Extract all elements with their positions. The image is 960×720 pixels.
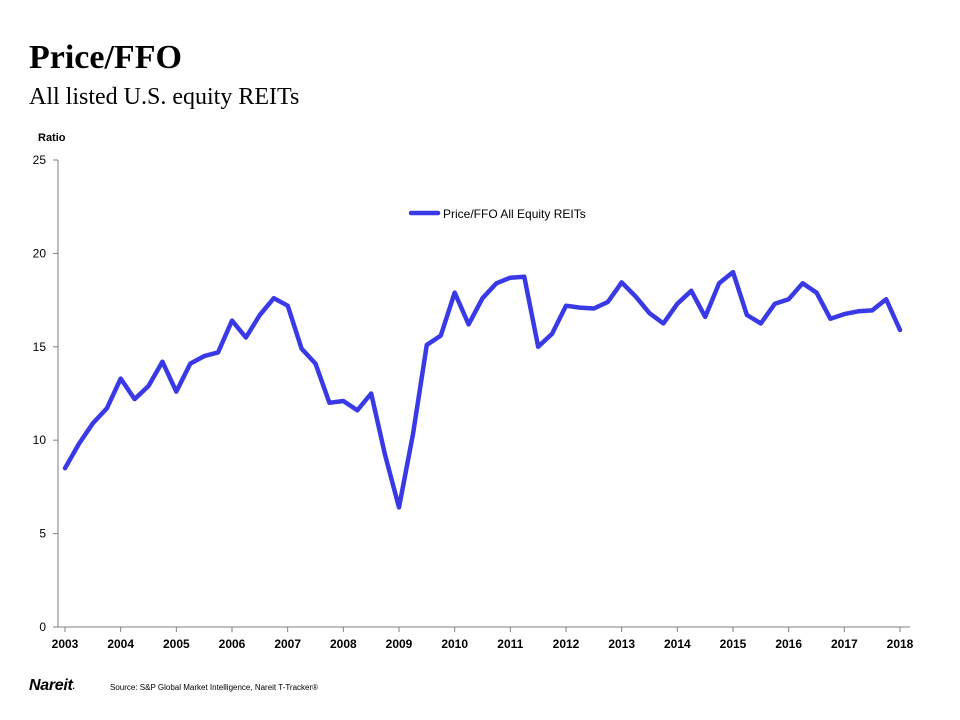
- y-axis-label: Ratio: [38, 132, 66, 144]
- x-tick-label: 2011: [497, 637, 523, 651]
- x-tick-label: 2008: [330, 637, 357, 651]
- x-tick-label: 2012: [553, 637, 580, 651]
- series-layer: [62, 269, 903, 510]
- x-tick-label: 2004: [107, 637, 134, 651]
- x-tick-label: 2018: [887, 637, 914, 651]
- legend: Price/FFO All Equity REITs: [408, 207, 586, 221]
- legend-label: Price/FFO All Equity REITs: [443, 207, 586, 221]
- x-tick-label: 2015: [720, 637, 747, 651]
- chart-axes: [57, 160, 910, 628]
- x-tick-label: 2013: [608, 637, 635, 651]
- x-axis-ticks: 2003 2004 2005 2006 2007 2008 2009 2010 2011 2012…: [52, 627, 914, 651]
- x-tick-label: 2017: [831, 637, 858, 651]
- x-tick-label: 2003: [52, 637, 79, 651]
- x-tick-label: 2014: [664, 637, 691, 651]
- logo-mark: .: [72, 681, 76, 691]
- x-tick-label: 2016: [775, 637, 802, 651]
- x-tick-label: 2010: [441, 637, 468, 651]
- y-tick-label: 20: [33, 246, 47, 260]
- nareit-logo: Nareit.: [29, 676, 75, 696]
- series-line-price-ffo: [62, 269, 903, 510]
- source-note: Source: S&P Global Market Intelligence, …: [110, 683, 319, 692]
- y-tick-label: 10: [33, 433, 47, 447]
- x-tick-label: 2009: [386, 637, 413, 651]
- x-tick-label: 2006: [219, 637, 246, 651]
- x-tick-label: 2007: [274, 637, 301, 651]
- y-tick-label: 0: [39, 620, 46, 634]
- y-tick-label: 5: [39, 527, 46, 541]
- y-tick-label: 25: [33, 153, 47, 167]
- y-axis-ticks: 0 5 10 15 20 25: [33, 153, 58, 634]
- chart-title: Price/FFO: [29, 39, 182, 76]
- x-tick-label: 2005: [163, 637, 190, 651]
- y-tick-label: 15: [33, 340, 47, 354]
- chart-subtitle: All listed U.S. equity REITs: [29, 84, 300, 110]
- logo-text: Nareit: [29, 677, 73, 694]
